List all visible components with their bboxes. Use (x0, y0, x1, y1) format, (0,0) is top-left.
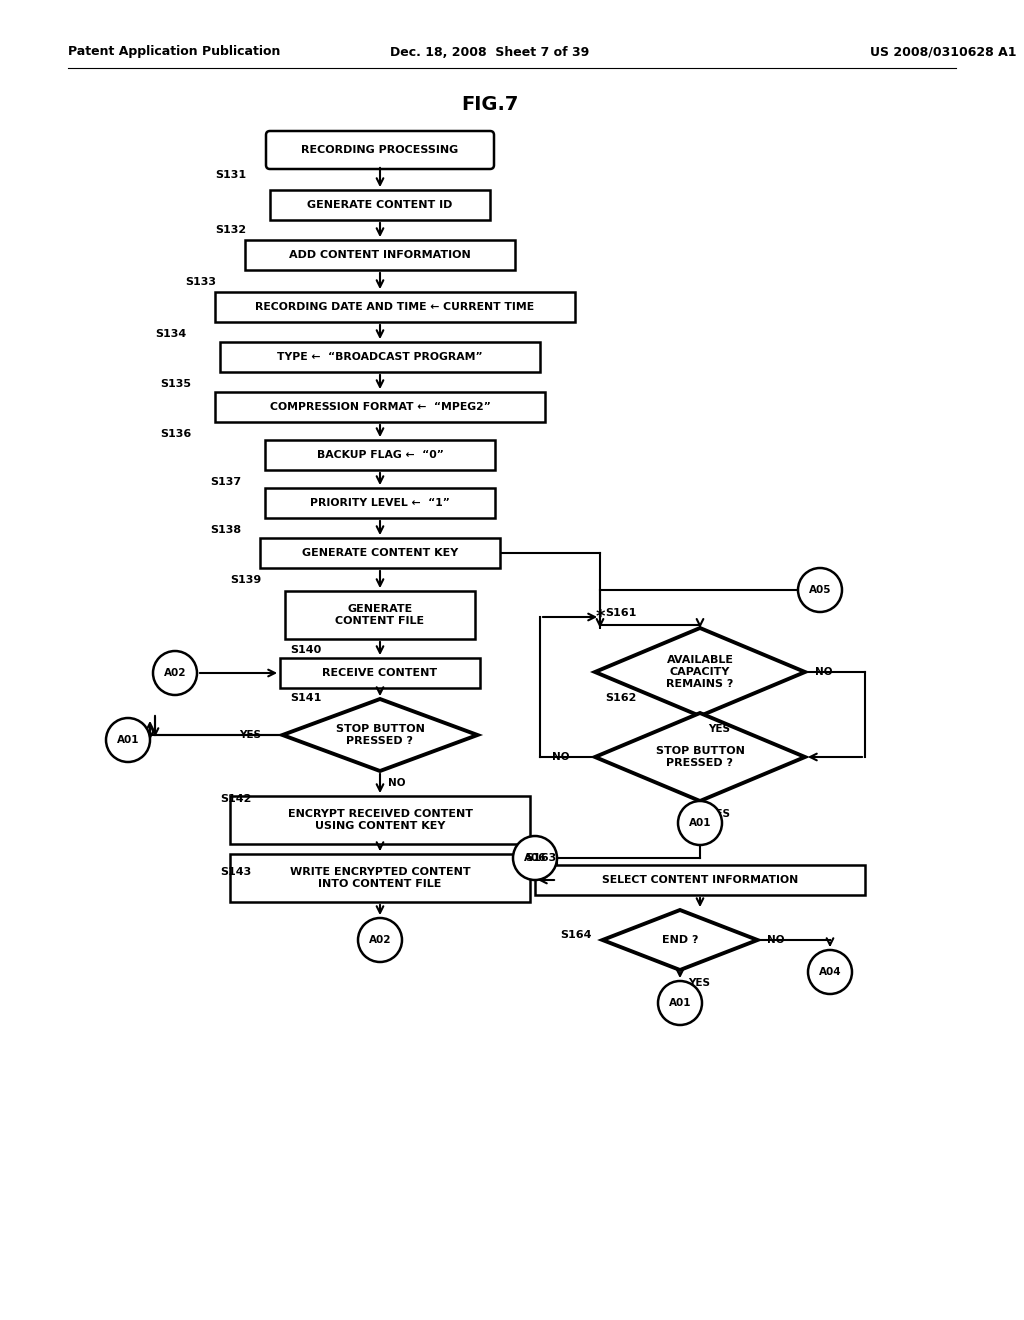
FancyBboxPatch shape (215, 392, 545, 422)
Text: FIG.7: FIG.7 (462, 95, 519, 115)
Text: YES: YES (708, 723, 730, 734)
FancyBboxPatch shape (245, 240, 515, 271)
Text: A01: A01 (669, 998, 691, 1008)
Text: S140: S140 (290, 645, 322, 655)
Text: S131: S131 (215, 170, 246, 180)
Text: S161: S161 (605, 609, 636, 618)
Text: BACKUP FLAG ←  “0”: BACKUP FLAG ← “0” (316, 450, 443, 459)
Polygon shape (602, 909, 758, 970)
Text: STOP BUTTON
PRESSED ?: STOP BUTTON PRESSED ? (336, 723, 424, 746)
Text: S133: S133 (185, 277, 216, 286)
Text: AVAILABLE
CAPACITY
REMAINS ?: AVAILABLE CAPACITY REMAINS ? (667, 655, 733, 689)
Text: ENCRYPT RECEIVED CONTENT
USING CONTENT KEY: ENCRYPT RECEIVED CONTENT USING CONTENT K… (288, 809, 472, 832)
Circle shape (808, 950, 852, 994)
Text: TYPE ←  “BROADCAST PROGRAM”: TYPE ← “BROADCAST PROGRAM” (278, 352, 482, 362)
Text: Dec. 18, 2008  Sheet 7 of 39: Dec. 18, 2008 Sheet 7 of 39 (390, 45, 590, 58)
Text: S139: S139 (230, 576, 261, 585)
Text: S141: S141 (290, 693, 322, 704)
Text: A05: A05 (809, 585, 831, 595)
Text: A06: A06 (523, 853, 546, 863)
FancyBboxPatch shape (260, 539, 500, 568)
FancyBboxPatch shape (280, 657, 480, 688)
FancyBboxPatch shape (220, 342, 540, 372)
Text: END ?: END ? (662, 935, 698, 945)
Text: S132: S132 (215, 224, 246, 235)
FancyBboxPatch shape (535, 865, 865, 895)
Text: S163: S163 (525, 853, 556, 863)
Text: YES: YES (708, 809, 730, 818)
Text: SELECT CONTENT INFORMATION: SELECT CONTENT INFORMATION (602, 875, 798, 884)
Text: PRIORITY LEVEL ←  “1”: PRIORITY LEVEL ← “1” (310, 498, 450, 508)
Circle shape (106, 718, 150, 762)
Text: YES: YES (240, 730, 261, 741)
FancyBboxPatch shape (266, 131, 494, 169)
Text: S143: S143 (220, 867, 251, 876)
Text: A01: A01 (117, 735, 139, 744)
FancyBboxPatch shape (265, 440, 495, 470)
Text: US 2008/0310628 A1: US 2008/0310628 A1 (870, 45, 1017, 58)
Text: STOP BUTTON
PRESSED ?: STOP BUTTON PRESSED ? (655, 746, 744, 768)
Text: S162: S162 (605, 693, 636, 704)
FancyBboxPatch shape (230, 796, 530, 843)
Text: RECORDING PROCESSING: RECORDING PROCESSING (301, 145, 459, 154)
Text: NO: NO (768, 935, 785, 945)
Polygon shape (595, 628, 805, 715)
FancyBboxPatch shape (265, 488, 495, 517)
Text: A01: A01 (689, 818, 712, 828)
Text: S136: S136 (160, 429, 191, 440)
Text: COMPRESSION FORMAT ←  “MPEG2”: COMPRESSION FORMAT ← “MPEG2” (269, 403, 490, 412)
Circle shape (513, 836, 557, 880)
Text: YES: YES (688, 978, 710, 987)
Text: RECORDING DATE AND TIME ← CURRENT TIME: RECORDING DATE AND TIME ← CURRENT TIME (255, 302, 535, 312)
Text: GENERATE CONTENT KEY: GENERATE CONTENT KEY (302, 548, 458, 558)
Circle shape (358, 917, 402, 962)
Text: ADD CONTENT INFORMATION: ADD CONTENT INFORMATION (289, 249, 471, 260)
Text: A02: A02 (164, 668, 186, 678)
FancyBboxPatch shape (230, 854, 530, 902)
Text: *: * (595, 609, 605, 626)
Polygon shape (283, 700, 477, 771)
Circle shape (658, 981, 702, 1026)
Text: NO: NO (815, 667, 833, 677)
FancyBboxPatch shape (215, 292, 575, 322)
Text: NO: NO (388, 777, 406, 788)
Text: S137: S137 (210, 477, 241, 487)
Text: A02: A02 (369, 935, 391, 945)
Text: WRITE ENCRYPTED CONTENT
INTO CONTENT FILE: WRITE ENCRYPTED CONTENT INTO CONTENT FIL… (290, 867, 470, 890)
Circle shape (798, 568, 842, 612)
Text: GENERATE CONTENT ID: GENERATE CONTENT ID (307, 201, 453, 210)
Text: S134: S134 (155, 329, 186, 339)
Text: GENERATE
CONTENT FILE: GENERATE CONTENT FILE (336, 603, 425, 626)
Text: S164: S164 (560, 931, 592, 940)
Text: Patent Application Publication: Patent Application Publication (68, 45, 281, 58)
Text: NO: NO (552, 752, 569, 762)
Polygon shape (595, 713, 805, 801)
Circle shape (678, 801, 722, 845)
FancyBboxPatch shape (270, 190, 490, 220)
Circle shape (153, 651, 197, 696)
Text: S142: S142 (220, 795, 251, 804)
FancyBboxPatch shape (285, 591, 475, 639)
Text: S135: S135 (160, 379, 191, 389)
Text: S138: S138 (210, 525, 241, 535)
Text: A04: A04 (818, 968, 842, 977)
Text: RECEIVE CONTENT: RECEIVE CONTENT (323, 668, 437, 678)
